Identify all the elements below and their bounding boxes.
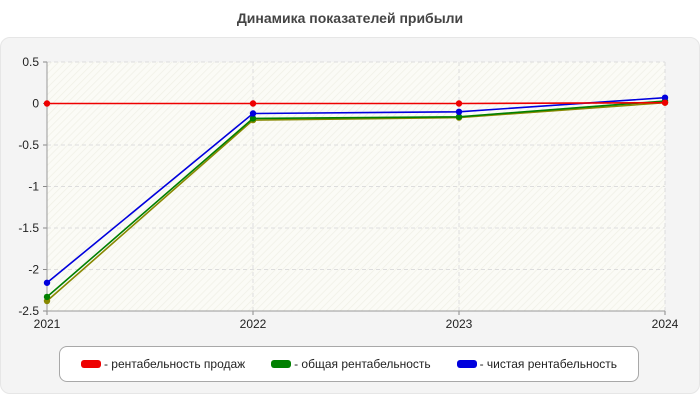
series-sales-profitability-point: [43, 100, 51, 107]
legend-item-net-profitability[interactable]: - чистая рентабельность: [456, 357, 618, 371]
series-net-profitability-point: [249, 110, 257, 117]
chart-legend: - рентабельность продаж - общая рентабел…: [59, 346, 639, 382]
y-tick-label: -1: [28, 180, 39, 194]
y-tick-label: -0.5: [18, 138, 39, 152]
series-sales-profitability-point: [249, 100, 257, 107]
series-net-profitability-point: [661, 94, 669, 101]
x-tick-label: 2024: [652, 317, 679, 331]
legend-swatch-green: [271, 360, 292, 368]
x-tick-label: 2021: [34, 317, 61, 331]
y-tick-label: 0: [32, 97, 39, 111]
y-tick-label: -2.5: [18, 304, 39, 318]
legend-swatch-blue: [456, 360, 477, 368]
y-tick-label: 0.5: [22, 55, 39, 69]
series-total-profitability-point: [455, 113, 463, 120]
series-net-profitability-point: [455, 108, 463, 116]
series-olive-line: [46, 101, 666, 302]
series-total-profitability-line: [46, 100, 666, 298]
legend-label: - рентабельность продаж: [103, 357, 246, 371]
legend-label: - чистая рентабельность: [479, 357, 618, 371]
y-tick-label: -1.5: [18, 221, 39, 235]
series-sales-profitability-line: [47, 101, 666, 105]
chart-title: Динамика показателей прибыли: [236, 10, 464, 26]
x-tick-label: 2022: [240, 317, 267, 331]
series-sales-profitability-point: [661, 99, 669, 106]
series-total-profitability-point: [249, 115, 257, 122]
legend-swatch-red: [80, 360, 101, 368]
legend-label: - общая рентабельность: [294, 357, 431, 371]
legend-item-sales-profitability[interactable]: - рентабельность продаж: [80, 357, 246, 371]
series-total-profitability-point: [43, 293, 51, 301]
x-tick-label: 2023: [446, 317, 473, 331]
series-sales-profitability-point: [455, 100, 463, 107]
y-tick-label: -2: [28, 263, 39, 277]
legend-item-total-profitability[interactable]: - общая рентабельность: [271, 357, 431, 371]
series-net-profitability-point: [43, 279, 51, 286]
series-net-profitability-line: [46, 96, 666, 284]
